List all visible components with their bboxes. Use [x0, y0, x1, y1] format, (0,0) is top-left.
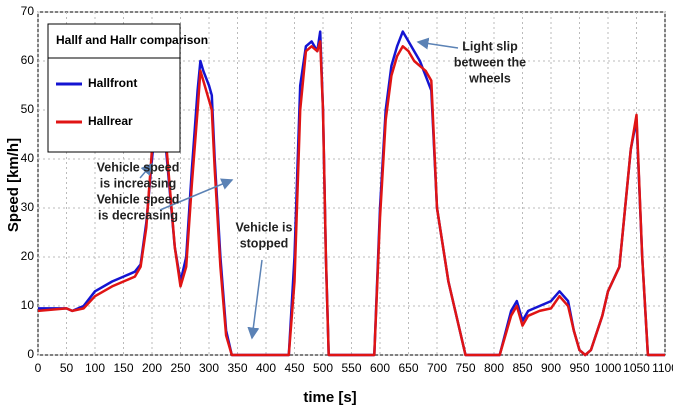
x-tick-label: 600 — [370, 361, 390, 375]
y-tick-label: 30 — [21, 200, 35, 214]
x-tick-label: 250 — [170, 361, 190, 375]
annotation: Vehicle speed — [97, 160, 180, 174]
annotation: wheels — [468, 71, 511, 85]
x-tick-label: 500 — [313, 361, 333, 375]
annotation: is increasing — [100, 176, 176, 190]
x-axis-label: time [s] — [303, 389, 356, 406]
x-tick-label: 400 — [256, 361, 276, 375]
x-tick-label: 750 — [455, 361, 475, 375]
y-tick-label: 10 — [21, 298, 35, 312]
x-tick-label: 300 — [199, 361, 219, 375]
chart-title: Hallf and Hallr comparison — [56, 33, 208, 47]
x-tick-label: 700 — [427, 361, 447, 375]
x-tick-label: 850 — [512, 361, 532, 375]
x-tick-label: 0 — [35, 361, 42, 375]
x-tick-label: 450 — [284, 361, 304, 375]
arrows — [139, 37, 459, 340]
annotation: stopped — [240, 236, 289, 250]
x-tick-label: 550 — [341, 361, 361, 375]
legend-entry: Hallrear — [88, 114, 133, 128]
y-tick-label: 70 — [21, 4, 35, 18]
y-tick-label: 40 — [21, 151, 35, 165]
annotation: between the — [454, 55, 526, 69]
x-tick-label: 800 — [484, 361, 504, 375]
x-tick-label: 150 — [113, 361, 133, 375]
x-tick-label: 350 — [227, 361, 247, 375]
x-tick-label: 50 — [60, 361, 74, 375]
annotation: Vehicle speed — [97, 192, 180, 206]
y-tick-label: 20 — [21, 249, 35, 263]
annotation: is decreasing — [98, 208, 178, 222]
annotations: Vehicle speed is increasing Vehicle speed i… — [97, 39, 527, 250]
x-tick-label: 1000 — [595, 361, 622, 375]
x-tick-label: 950 — [569, 361, 589, 375]
y-tick-label: 60 — [21, 53, 35, 67]
x-tick-label: 1050 — [623, 361, 650, 375]
y-tick-label: 0 — [27, 347, 34, 361]
x-tick-label: 650 — [398, 361, 418, 375]
y-tick-label: 50 — [21, 102, 35, 116]
x-tick-label: 100 — [85, 361, 105, 375]
legend-entry: Hallfront — [88, 76, 137, 90]
annotation: Light slip — [462, 39, 518, 53]
title-box — [47, 23, 181, 59]
x-tick-label: 200 — [142, 361, 162, 375]
y-axis-label: Speed [km/h] — [5, 138, 22, 232]
annotation: Vehicle is — [236, 220, 293, 234]
x-tick-label: 1100 — [652, 361, 673, 375]
x-tick-label: 900 — [541, 361, 561, 375]
